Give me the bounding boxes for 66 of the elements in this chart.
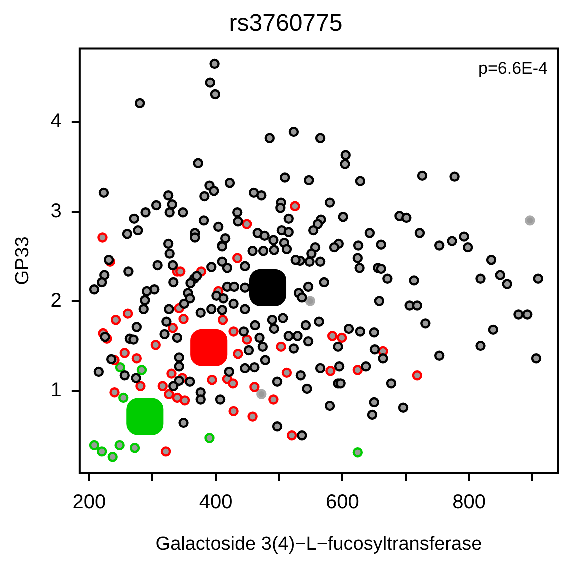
point xyxy=(98,232,108,243)
point xyxy=(412,370,423,381)
point xyxy=(207,374,218,386)
point xyxy=(250,382,260,392)
point xyxy=(114,440,125,451)
point xyxy=(132,353,142,364)
point xyxy=(290,201,300,212)
point xyxy=(336,332,348,344)
chart-title: rs3760775 xyxy=(229,10,343,38)
point xyxy=(233,349,244,360)
point xyxy=(249,269,287,306)
y-tick-label: 4 xyxy=(50,110,62,133)
point xyxy=(89,440,100,451)
point xyxy=(242,219,252,230)
point xyxy=(110,314,122,326)
point xyxy=(172,392,183,404)
y-tick-label: 2 xyxy=(50,290,62,312)
point xyxy=(232,253,243,264)
point xyxy=(286,430,298,441)
point xyxy=(168,323,178,334)
x-tick-label: 600 xyxy=(326,492,360,514)
point xyxy=(166,368,177,379)
point xyxy=(108,452,118,462)
point xyxy=(178,314,189,324)
point xyxy=(204,433,215,444)
point xyxy=(96,446,108,457)
point xyxy=(150,340,162,350)
point xyxy=(248,412,258,422)
point xyxy=(327,331,338,342)
point xyxy=(130,443,140,454)
point xyxy=(136,365,148,376)
point xyxy=(268,394,279,405)
y-tick-label: 3 xyxy=(50,200,62,222)
point xyxy=(276,342,286,352)
point xyxy=(126,398,164,436)
x-tick-label: 800 xyxy=(452,492,486,514)
x-axis-title: Galactoside 3(4)−L−fucosyltransferase xyxy=(156,534,482,555)
point xyxy=(228,378,238,389)
point xyxy=(122,308,134,319)
point xyxy=(218,314,228,326)
point xyxy=(352,365,364,376)
point xyxy=(136,381,146,392)
point xyxy=(256,389,267,400)
y-axis-title: GP33 xyxy=(12,236,34,286)
point xyxy=(525,216,536,226)
point xyxy=(228,406,239,417)
point xyxy=(190,329,228,366)
point xyxy=(164,389,174,400)
point xyxy=(176,266,186,277)
point xyxy=(120,348,130,358)
point xyxy=(228,326,239,337)
point xyxy=(115,362,126,373)
point xyxy=(352,448,364,458)
point xyxy=(110,388,120,398)
point xyxy=(160,446,172,457)
point xyxy=(180,396,190,406)
point xyxy=(326,366,336,376)
point xyxy=(158,381,168,392)
point xyxy=(118,392,129,404)
y-tick-label: 1 xyxy=(50,379,62,402)
x-tick-label: 200 xyxy=(72,492,106,514)
point xyxy=(242,334,252,345)
point xyxy=(305,296,316,306)
annotation: p=6.6E-4 xyxy=(478,58,548,78)
point xyxy=(282,368,292,378)
x-tick-label: 400 xyxy=(199,492,233,514)
